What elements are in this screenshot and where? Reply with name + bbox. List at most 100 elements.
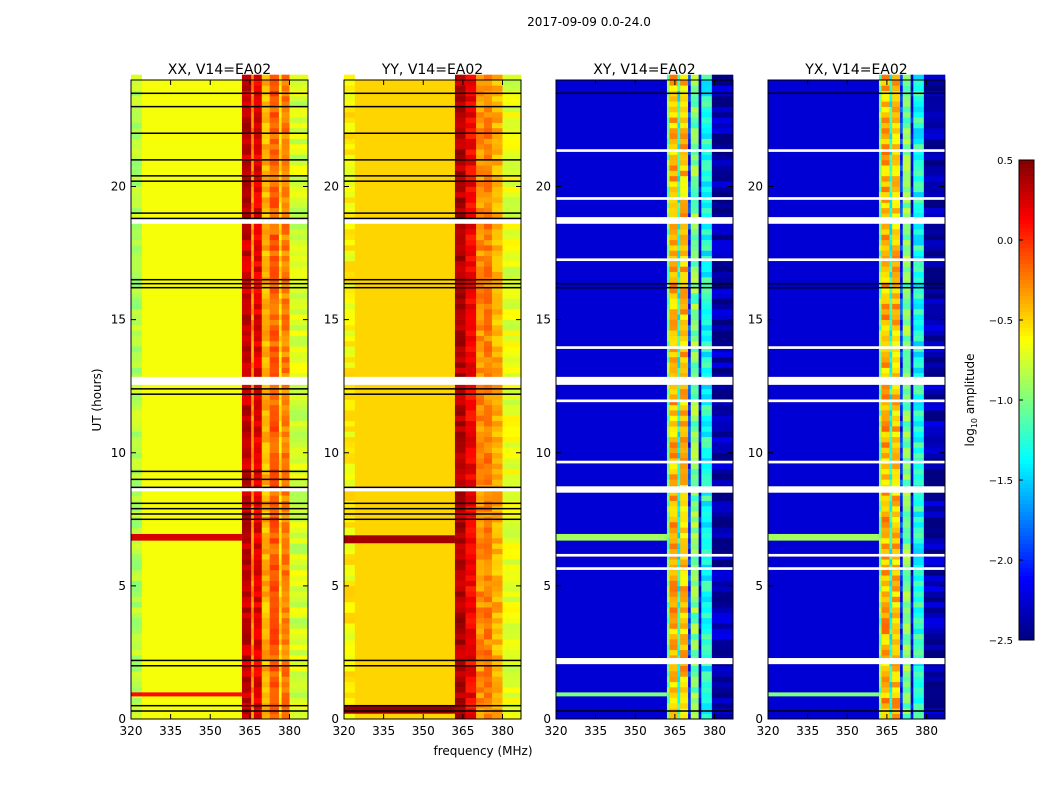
heatmap-cell [666, 569, 670, 576]
heatmap-cell [666, 149, 670, 155]
heatmap-cell [131, 234, 142, 241]
heatmap-cell [698, 676, 702, 683]
heatmap-cell [878, 394, 882, 400]
heatmap-cell [892, 197, 901, 203]
heatmap-cell [454, 293, 466, 299]
heatmap-cell [878, 516, 882, 523]
heatmap-cell [484, 569, 493, 576]
heatmap-cell [476, 596, 485, 603]
heatmap-cell [278, 697, 282, 704]
heatmap-cell [251, 191, 255, 198]
heatmap-cell [889, 537, 893, 544]
heatmap-cell [889, 293, 893, 299]
heatmap-cell [711, 553, 734, 560]
heatmap-cell [711, 149, 734, 155]
heatmap-cell [491, 623, 503, 629]
heatmap-cell [241, 186, 252, 193]
heatmap-cell [881, 644, 890, 651]
heatmap-cell [502, 149, 522, 155]
heatmap-cell [502, 106, 522, 113]
heatmap-cell [923, 245, 946, 251]
heatmap-cell [878, 229, 882, 235]
heatmap-cell [688, 202, 692, 209]
heatmap-cell [900, 479, 904, 485]
heatmap-cell [251, 521, 255, 528]
heatmap-cell [698, 559, 702, 565]
heatmap-cell [881, 394, 890, 400]
heatmap-cell [690, 95, 699, 102]
heatmap-cell [281, 436, 290, 443]
colorbar-segment [1019, 520, 1034, 525]
colorbar-segment [1019, 604, 1034, 609]
heatmap-cell [878, 314, 882, 320]
heatmap-cell [261, 559, 270, 565]
heatmap-cell [269, 74, 280, 81]
heatmap-cell [913, 644, 925, 651]
heatmap-cell [711, 623, 734, 629]
heatmap-cell [900, 671, 904, 677]
heatmap-cell [698, 122, 702, 129]
heatmap-cell [889, 575, 893, 581]
heatmap-cell [680, 122, 689, 129]
flagged-gap [556, 346, 733, 349]
heatmap-cell [484, 346, 493, 352]
heatmap-cell [261, 665, 270, 672]
heatmap-cell [892, 617, 901, 624]
heatmap-cell [278, 601, 282, 608]
heatmap-cell [491, 671, 503, 677]
heatmap-cell [131, 665, 142, 672]
heatmap-cell [454, 468, 466, 475]
heatmap-cell [889, 202, 893, 209]
heatmap-cell [484, 553, 493, 560]
heatmap-cell [281, 687, 290, 693]
heatmap-cell [698, 287, 702, 294]
colorbar-segment [1019, 404, 1034, 409]
heatmap-cell [465, 127, 477, 134]
heatmap-cell [680, 490, 689, 496]
heatmap-cell [269, 213, 280, 219]
heatmap-cell [289, 362, 309, 368]
heatmap-cell [131, 207, 142, 214]
heatmap-cell [278, 138, 282, 145]
heatmap-cell [289, 308, 309, 315]
heatmap-cell [476, 426, 485, 432]
heatmap-cell [281, 474, 290, 480]
heatmap-cell [454, 223, 466, 230]
heatmap-cell [688, 511, 692, 517]
heatmap-cell [278, 665, 282, 672]
heatmap-cell [688, 314, 692, 320]
heatmap-cell [281, 601, 290, 608]
colorbar-label-log: log [963, 428, 977, 446]
heatmap-cell [131, 495, 142, 501]
heatmap-cell [278, 362, 282, 368]
heatmap-cell [253, 122, 263, 129]
heatmap-cell [701, 298, 713, 304]
heatmap-cell [889, 463, 893, 470]
colorbar-segment [1019, 420, 1034, 425]
heatmap-cell [680, 367, 689, 374]
heatmap-cell [476, 372, 485, 379]
colorbar-segment [1019, 484, 1034, 489]
heatmap-cell [910, 495, 914, 501]
heatmap-cell [892, 111, 901, 118]
heatmap-cell [701, 591, 713, 597]
heatmap-cell [251, 671, 255, 677]
heatmap-cell [491, 452, 503, 459]
heatmap-cell [913, 415, 925, 422]
heatmap-cell [269, 175, 280, 182]
heatmap-cell [253, 250, 263, 257]
heatmap-cell [910, 287, 914, 294]
heatmap-cell [677, 585, 681, 592]
heatmap-cell [251, 223, 255, 230]
heatmap-cell [278, 607, 282, 613]
heatmap-cell [491, 335, 503, 342]
heatmap-cell [701, 474, 713, 480]
heatmap-cell [677, 170, 681, 177]
heatmap-cell [344, 149, 355, 155]
heatmap-cell [701, 127, 713, 134]
flagged-line [344, 659, 521, 662]
heatmap-cell [902, 298, 911, 304]
heatmap-cell [669, 303, 678, 310]
heatmap-cell [688, 490, 692, 496]
heatmap-cell [484, 324, 493, 331]
